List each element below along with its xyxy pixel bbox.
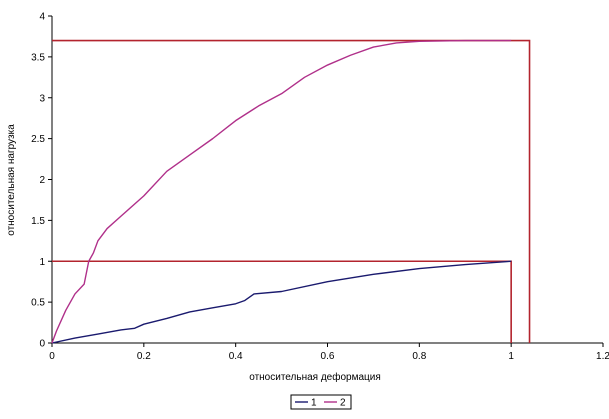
- legend-label-1: 1: [311, 398, 317, 409]
- legend-label-2: 2: [340, 398, 346, 409]
- legend-box: [290, 394, 352, 410]
- x-tick-label: 0.8: [412, 351, 426, 362]
- y-tick-label: 3: [39, 93, 45, 104]
- reference-line-2: [52, 39, 531, 343]
- series-line-2: [51, 39, 512, 344]
- x-tick-label: 0.2: [137, 351, 151, 362]
- y-tick-label: 0.5: [31, 298, 45, 309]
- series-line-1: [51, 260, 512, 344]
- x-axis-label: относительная деформация: [249, 371, 381, 383]
- x-tick-label: 0.4: [229, 351, 243, 362]
- y-tick-label: 3.5: [31, 52, 45, 63]
- y-tick-label: 0: [39, 339, 45, 350]
- x-tick-label: 1: [508, 351, 514, 362]
- x-tick-label: 0: [49, 351, 55, 362]
- y-tick-label: 2.5: [31, 134, 45, 145]
- y-tick-label: 2: [39, 175, 45, 186]
- y-axis-label: относительная нагрузка: [6, 124, 17, 236]
- plot-area: 0 0.5 1 1.5 2 2.5 3 3.5 4 0 0.2 0.4 0.6 0.8 1 1.2: [31, 12, 609, 363]
- x-tick-label: 1.2: [596, 351, 609, 362]
- y-tick-label: 1.5: [31, 216, 45, 227]
- x-tick-label: 0.6: [321, 351, 335, 362]
- y-tick-label: 1: [39, 257, 45, 268]
- y-tick-label: 4: [39, 12, 45, 23]
- reference-line-1: [52, 260, 512, 343]
